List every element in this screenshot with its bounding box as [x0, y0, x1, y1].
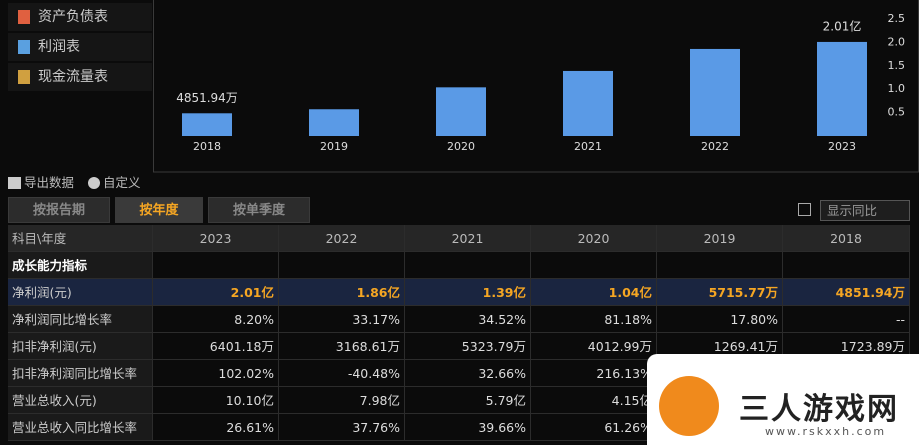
table-cell: 39.66%: [405, 414, 531, 441]
menu-item[interactable]: 现金流量表: [8, 63, 152, 91]
export-icon: [8, 177, 21, 189]
table-cell: 33.17%: [279, 306, 405, 333]
table-cell: 1.86亿: [279, 279, 405, 306]
value-label: 2.01亿: [823, 18, 862, 33]
menu-label: 现金流量表: [38, 69, 108, 85]
table-cell: 3168.61万: [279, 333, 405, 360]
x-tick-label: 2020: [447, 140, 475, 153]
menu-label: 利润表: [38, 39, 80, 55]
menu-icon: [18, 40, 30, 54]
table-cell: 8.20%: [153, 306, 279, 333]
table-cell: 102.02%: [153, 360, 279, 387]
row-label: 营业总收入同比增长率: [8, 414, 153, 441]
row-label: 净利润(元): [8, 279, 153, 306]
chart: 0.5 1.0 1.5 2.0 2.5 2018 4851.94万 2019 2020 2021 2…: [153, 0, 919, 173]
menu-item[interactable]: 资产负债表: [8, 3, 152, 31]
table-row: 科目\年度 2023 2022 2021 2020 2019 2018: [8, 225, 910, 252]
x-tick-label: 2023: [828, 140, 856, 153]
customize-button[interactable]: 自定义: [103, 175, 141, 190]
table-cell: 1.04亿: [531, 279, 657, 306]
y-tick-label: 1.5: [888, 59, 906, 72]
watermark: 三人游戏网 www.rskxxh.com: [647, 354, 919, 445]
bar: [309, 109, 359, 136]
row-label: 成长能力指标: [8, 252, 153, 279]
table-cell: 61.26%: [531, 414, 657, 441]
row-label: 营业总收入(元): [8, 387, 153, 414]
tab[interactable]: 按单季度: [208, 197, 310, 223]
table-cell: 5.79亿: [405, 387, 531, 414]
table-cell: [279, 252, 405, 279]
header-cell: 科目\年度: [8, 225, 153, 252]
bar: [563, 70, 613, 136]
table-cell: 4.15亿: [531, 387, 657, 414]
y-tick-label: 2.0: [888, 35, 906, 48]
table-cell: 37.76%: [279, 414, 405, 441]
table-row: 成长能力指标: [8, 252, 910, 279]
table-cell: 4012.99万: [531, 333, 657, 360]
header-cell: 2018: [783, 225, 910, 252]
table-cell: 81.18%: [531, 306, 657, 333]
menu-icon: [18, 70, 30, 84]
header-cell: 2021: [405, 225, 531, 252]
watermark-url: www.rskxxh.com: [765, 425, 887, 438]
x-tick-label: 2022: [701, 140, 729, 153]
y-tick-label: 2.5: [888, 12, 906, 25]
table-cell: -40.48%: [279, 360, 405, 387]
table-cell: [153, 252, 279, 279]
table-cell: 4851.94万: [783, 279, 910, 306]
bar: [690, 48, 740, 137]
header-cell: 2023: [153, 225, 279, 252]
table-cell: 7.98亿: [279, 387, 405, 414]
table-cell: 216.13%: [531, 360, 657, 387]
table-cell: [783, 252, 910, 279]
x-tick-label: 2019: [320, 140, 348, 153]
header-cell: 2020: [531, 225, 657, 252]
table-cell: [405, 252, 531, 279]
tab[interactable]: 按年度: [115, 197, 203, 223]
header-cell: 2019: [657, 225, 783, 252]
chart-frame: [153, 0, 919, 173]
table-cell: 34.52%: [405, 306, 531, 333]
table-cell: 17.80%: [657, 306, 783, 333]
table-cell: 2.01亿: [153, 279, 279, 306]
header-cell: 2022: [279, 225, 405, 252]
table-cell: 6401.18万: [153, 333, 279, 360]
table-row: 净利润同比增长率 8.20% 33.17% 34.52% 81.18% 17.80% --: [8, 306, 910, 333]
bar: [182, 113, 232, 136]
option-label: 显示同比: [827, 203, 878, 218]
watermark-logo: [659, 376, 719, 436]
menu-label: 资产负债表: [38, 9, 108, 25]
watermark-name: 三人游戏网: [739, 392, 899, 427]
table-cell: 10.10亿: [153, 387, 279, 414]
table-cell: 5715.77万: [657, 279, 783, 306]
x-tick-label: 2018: [193, 140, 221, 153]
option-dropdown[interactable]: 显示同比: [820, 200, 910, 221]
menu-icon: [18, 10, 30, 24]
bar: [817, 41, 867, 136]
table-cell: [531, 252, 657, 279]
toolbar: 导出数据 自定义: [8, 172, 308, 192]
row-label: 净利润同比增长率: [8, 306, 153, 333]
y-tick-label: 1.0: [888, 82, 906, 95]
value-label: 4851.94万: [176, 91, 238, 105]
table-cell: 32.66%: [405, 360, 531, 387]
tab[interactable]: 按报告期: [8, 197, 110, 223]
table-cell: [657, 252, 783, 279]
bar: [436, 87, 486, 136]
settings-icon: [88, 177, 100, 189]
checkbox[interactable]: [798, 203, 811, 216]
table-cell: --: [783, 306, 910, 333]
row-label: 扣非净利润(元): [8, 333, 153, 360]
table-cell: 5323.79万: [405, 333, 531, 360]
row-label: 扣非净利润同比增长率: [8, 360, 153, 387]
export-button[interactable]: 导出数据: [24, 175, 75, 190]
y-tick-label: 0.5: [888, 106, 906, 119]
menu-item[interactable]: 利润表: [8, 33, 152, 61]
table-cell: 1.39亿: [405, 279, 531, 306]
x-tick-label: 2021: [574, 140, 602, 153]
table-row: 净利润(元) 2.01亿 1.86亿 1.39亿 1.04亿 5715.77万 4851.9…: [8, 279, 910, 306]
table-cell: 26.61%: [153, 414, 279, 441]
